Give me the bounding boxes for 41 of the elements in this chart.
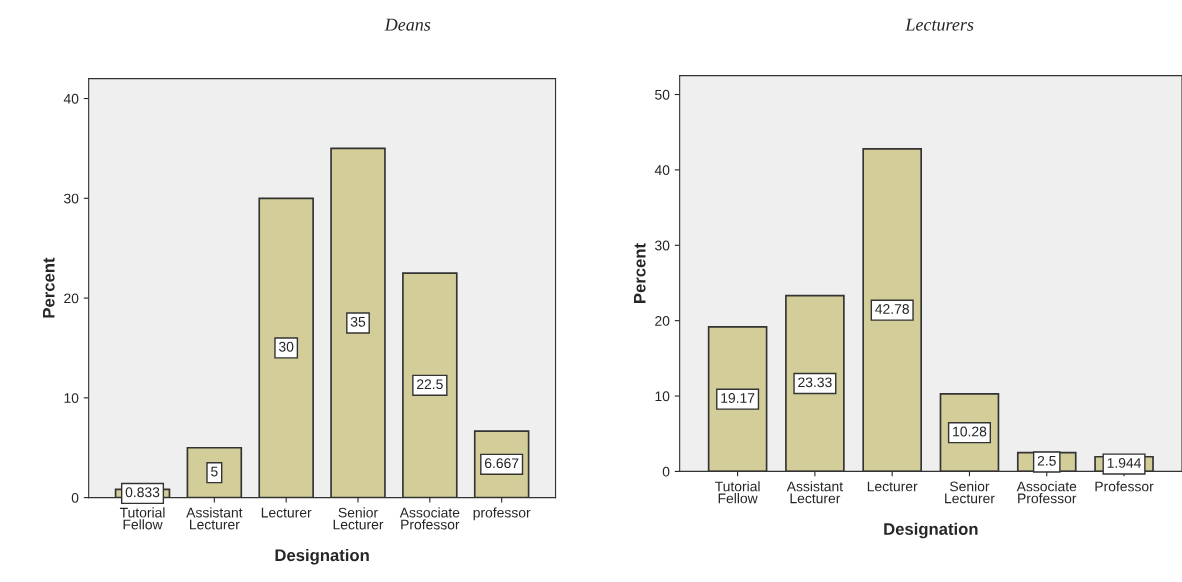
y-tick-label: 10 [64,393,79,404]
data-label: 6.667 [485,458,519,469]
y-tick-label: 0 [71,492,79,503]
y-tick-label: 50 [655,89,670,100]
data-label: 42.78 [875,304,909,314]
data-label: 22.5 [417,379,443,390]
y-tick-label: 40 [63,93,79,104]
data-label: 1.944 [1107,457,1142,468]
x-axis-title: Designation [275,548,369,565]
y-tick-label: 20 [64,293,79,304]
data-label: 30 [278,341,294,352]
x-tick-label: Assistant Lecturer [186,507,243,530]
y-tick-label: 30 [655,240,670,251]
x-tick-label: Associate Professor [399,507,460,530]
x-tick-label: professor [473,507,531,521]
y-tick-label: 10 [655,391,670,402]
data-label: 10.28 [953,426,987,437]
chart-title: Lecturers [905,18,974,31]
y-tick-label: 30 [64,193,79,204]
data-label: 5 [211,466,218,477]
data-label: 35 [350,316,366,327]
x-axis-title: Designation [884,522,978,539]
data-label: 19.17 [721,393,755,403]
y-tick-label: 0 [662,466,670,477]
y-axis-title: Percent [634,243,646,303]
x-tick-label: Lecturer [261,507,312,518]
data-label: 2.5 [1037,455,1056,466]
y-axis-title: Percent [43,257,55,318]
data-label: 23.33 [798,377,832,388]
x-tick-label: Lecturer [867,481,918,492]
chart-title: Deans [384,18,431,31]
x-tick-label: Tutorial Fellow [119,507,165,530]
x-tick-label: Tutorial Fellow [715,481,760,504]
x-tick-label: Associate Professor [1016,481,1077,504]
data-label: 0.833 [125,487,160,498]
y-tick-label: 20 [655,315,670,326]
x-tick-label: Senior Lecturer [945,481,995,504]
x-tick-label: Assistant Lecturer [786,481,843,504]
x-tick-label: Professor [1095,481,1154,492]
x-tick-label: Senior Lecturer [333,507,384,530]
y-tick-label: 40 [654,165,670,176]
